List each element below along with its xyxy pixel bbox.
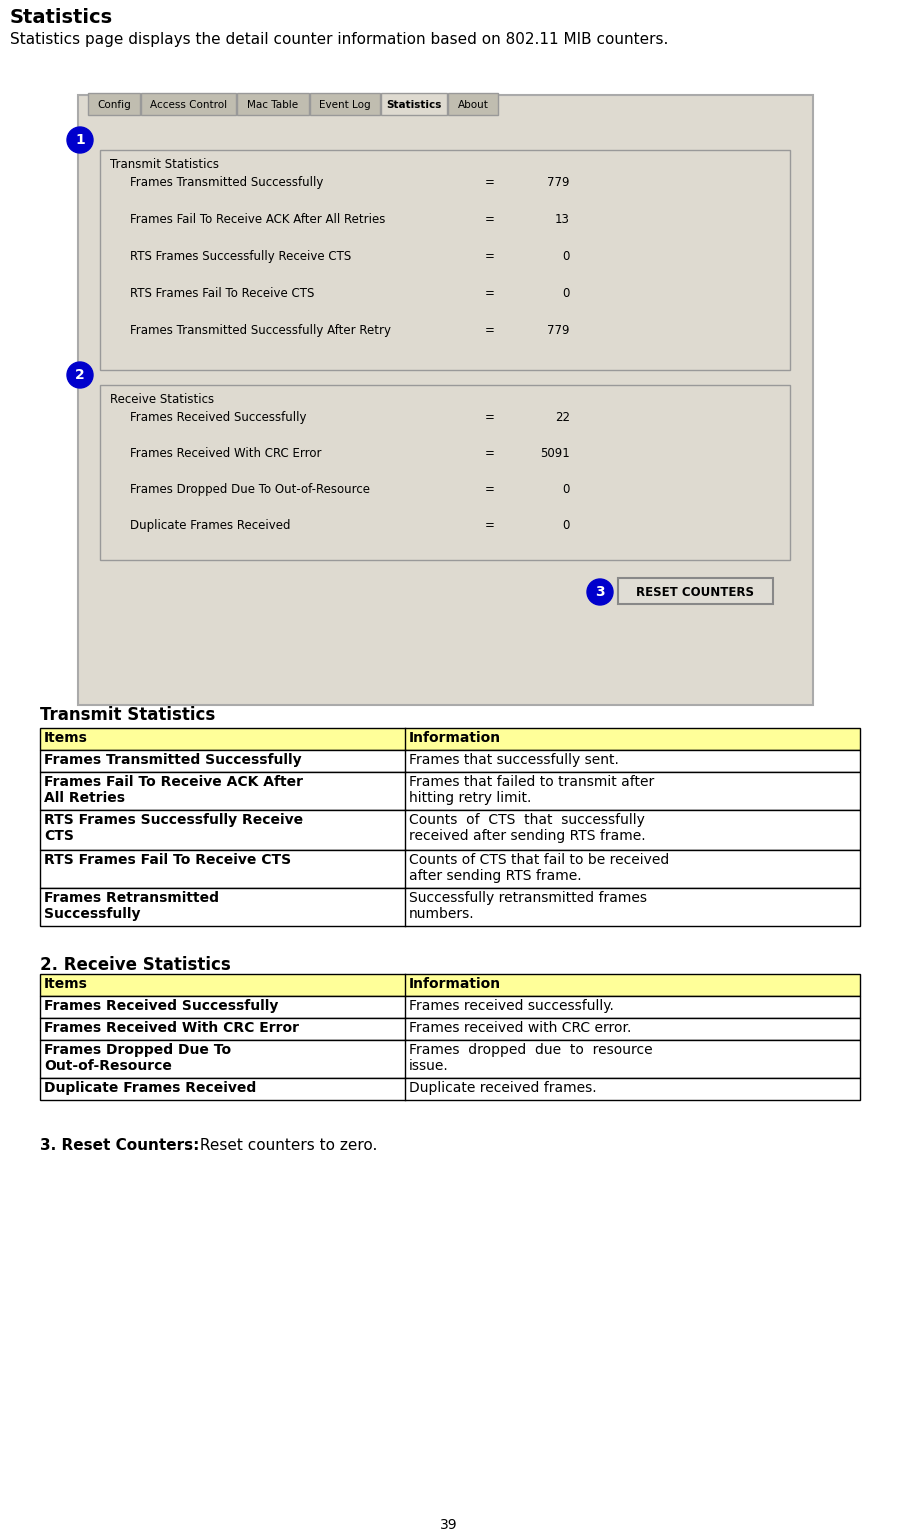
Text: =: = <box>485 411 495 425</box>
Text: RTS Frames Fail To Receive CTS: RTS Frames Fail To Receive CTS <box>130 287 315 300</box>
FancyBboxPatch shape <box>40 750 860 773</box>
Text: =: = <box>485 448 495 460</box>
FancyBboxPatch shape <box>88 94 140 115</box>
Text: Mac Table: Mac Table <box>247 100 298 110</box>
Text: Frames Received Successfully: Frames Received Successfully <box>130 411 307 425</box>
FancyBboxPatch shape <box>40 996 860 1018</box>
Text: 779: 779 <box>547 176 570 189</box>
Text: Duplicate Frames Received: Duplicate Frames Received <box>130 520 290 532</box>
Text: 13: 13 <box>555 213 570 225</box>
Text: Frames that successfully sent.: Frames that successfully sent. <box>409 753 619 766</box>
FancyBboxPatch shape <box>381 94 447 115</box>
Text: 39: 39 <box>441 1518 458 1531</box>
Text: RTS Frames Successfully Receive CTS: RTS Frames Successfully Receive CTS <box>130 250 352 264</box>
FancyBboxPatch shape <box>310 94 380 115</box>
Text: Frames Dropped Due To Out-of-Resource: Frames Dropped Due To Out-of-Resource <box>130 483 370 497</box>
Text: Frames Received Successfully: Frames Received Successfully <box>44 1000 279 1013</box>
Circle shape <box>587 579 613 606</box>
Circle shape <box>67 362 93 388</box>
FancyBboxPatch shape <box>40 1039 860 1078</box>
Text: Statistics: Statistics <box>10 8 113 28</box>
FancyBboxPatch shape <box>40 1078 860 1101</box>
Text: =: = <box>485 323 495 337</box>
Text: Counts  of  CTS  that  successfully
received after sending RTS frame.: Counts of CTS that successfully received… <box>409 812 645 843</box>
Text: Reset counters to zero.: Reset counters to zero. <box>195 1137 378 1153</box>
Text: =: = <box>485 250 495 264</box>
FancyBboxPatch shape <box>141 94 236 115</box>
FancyBboxPatch shape <box>40 973 860 996</box>
Text: =: = <box>485 176 495 189</box>
Text: =: = <box>485 213 495 225</box>
Text: Frames Transmitted Successfully: Frames Transmitted Successfully <box>130 176 324 189</box>
Text: Duplicate Frames Received: Duplicate Frames Received <box>44 1081 256 1095</box>
Text: Frames received with CRC error.: Frames received with CRC error. <box>409 1021 631 1035</box>
Text: Counts of CTS that fail to be received
after sending RTS frame.: Counts of CTS that fail to be received a… <box>409 852 669 883</box>
Text: 5091: 5091 <box>540 448 570 460</box>
Text: Successfully retransmitted frames
numbers.: Successfully retransmitted frames number… <box>409 891 647 921</box>
Text: Frames Fail To Receive ACK After All Retries: Frames Fail To Receive ACK After All Ret… <box>130 213 386 225</box>
Text: Statistics: Statistics <box>387 100 441 110</box>
Text: 0: 0 <box>563 287 570 300</box>
Text: =: = <box>485 520 495 532</box>
Text: RESET COUNTERS: RESET COUNTERS <box>636 586 754 598</box>
Text: 3: 3 <box>595 586 605 599</box>
FancyBboxPatch shape <box>40 773 860 809</box>
Text: Transmit Statistics: Transmit Statistics <box>110 158 219 172</box>
FancyBboxPatch shape <box>100 150 790 369</box>
Text: RTS Frames Successfully Receive
CTS: RTS Frames Successfully Receive CTS <box>44 812 303 843</box>
Text: Frames Transmitted Successfully: Frames Transmitted Successfully <box>44 753 302 766</box>
Text: Frames Received With CRC Error: Frames Received With CRC Error <box>44 1021 299 1035</box>
Text: Statistics page displays the detail counter information based on 802.11 MIB coun: Statistics page displays the detail coun… <box>10 32 668 48</box>
Text: Frames Received With CRC Error: Frames Received With CRC Error <box>130 448 322 460</box>
Text: 1: 1 <box>76 133 85 147</box>
Text: Information: Information <box>409 977 501 990</box>
FancyBboxPatch shape <box>618 578 773 604</box>
Text: Event Log: Event Log <box>319 100 370 110</box>
FancyBboxPatch shape <box>40 888 860 926</box>
Text: About: About <box>458 100 488 110</box>
FancyBboxPatch shape <box>78 95 813 705</box>
Text: 0: 0 <box>563 520 570 532</box>
Text: Transmit Statistics: Transmit Statistics <box>40 707 215 724</box>
Text: Frames Retransmitted
Successfully: Frames Retransmitted Successfully <box>44 891 219 921</box>
Text: =: = <box>485 287 495 300</box>
Text: Duplicate received frames.: Duplicate received frames. <box>409 1081 597 1095</box>
Text: Frames Dropped Due To
Out-of-Resource: Frames Dropped Due To Out-of-Resource <box>44 1042 231 1073</box>
Text: RTS Frames Fail To Receive CTS: RTS Frames Fail To Receive CTS <box>44 852 291 868</box>
FancyBboxPatch shape <box>100 385 790 560</box>
Text: Frames received successfully.: Frames received successfully. <box>409 1000 614 1013</box>
Circle shape <box>67 127 93 153</box>
Text: Receive Statistics: Receive Statistics <box>110 392 214 406</box>
Text: 2. Receive Statistics: 2. Receive Statistics <box>40 957 231 973</box>
FancyBboxPatch shape <box>40 1018 860 1039</box>
Text: Frames Fail To Receive ACK After
All Retries: Frames Fail To Receive ACK After All Ret… <box>44 776 303 805</box>
FancyBboxPatch shape <box>237 94 309 115</box>
Text: Frames that failed to transmit after
hitting retry limit.: Frames that failed to transmit after hit… <box>409 776 654 805</box>
Text: 0: 0 <box>563 483 570 497</box>
FancyBboxPatch shape <box>40 728 860 750</box>
Text: Access Control: Access Control <box>150 100 227 110</box>
Text: Items: Items <box>44 731 88 745</box>
Text: Information: Information <box>409 731 501 745</box>
Text: =: = <box>485 483 495 497</box>
Text: 779: 779 <box>547 323 570 337</box>
Text: 3. Reset Counters:: 3. Reset Counters: <box>40 1137 200 1153</box>
Text: Items: Items <box>44 977 88 990</box>
FancyBboxPatch shape <box>448 94 498 115</box>
Text: 22: 22 <box>555 411 570 425</box>
Text: 0: 0 <box>563 250 570 264</box>
Text: 2: 2 <box>76 368 85 382</box>
FancyBboxPatch shape <box>40 809 860 849</box>
FancyBboxPatch shape <box>40 849 860 888</box>
Text: Frames  dropped  due  to  resource
issue.: Frames dropped due to resource issue. <box>409 1042 653 1073</box>
Text: Frames Transmitted Successfully After Retry: Frames Transmitted Successfully After Re… <box>130 323 391 337</box>
Text: Config: Config <box>97 100 131 110</box>
